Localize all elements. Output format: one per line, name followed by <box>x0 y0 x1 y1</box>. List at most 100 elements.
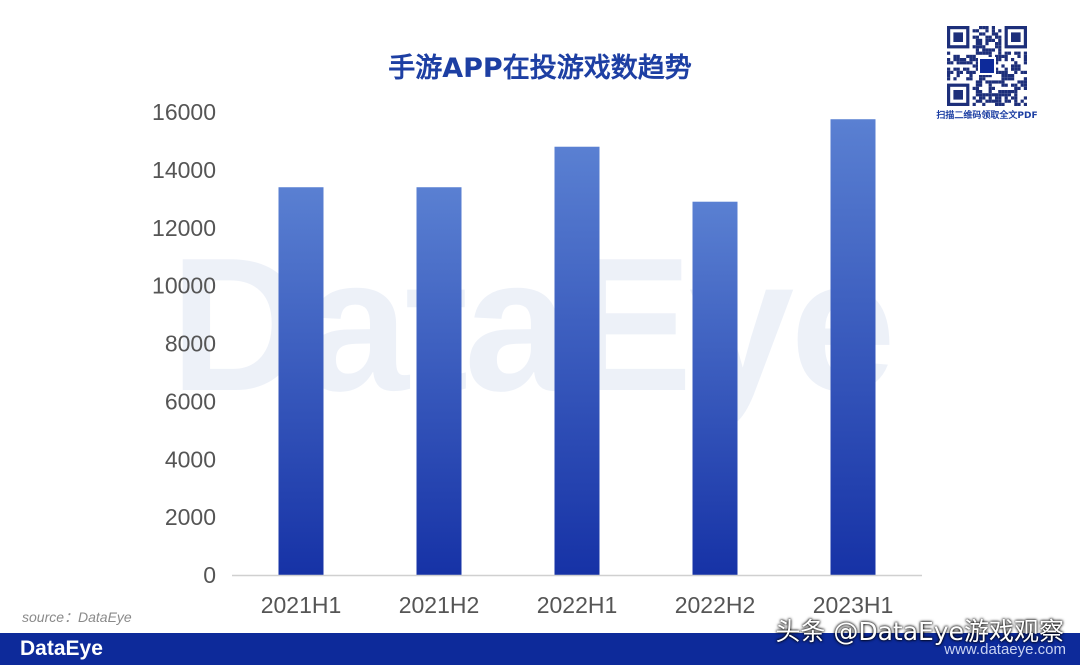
qr-module <box>979 99 983 103</box>
qr-module <box>1017 102 1021 106</box>
qr-module <box>995 96 999 100</box>
qr-module <box>995 99 999 103</box>
qr-module <box>1011 64 1015 68</box>
qr-module <box>959 70 963 74</box>
qr-module <box>979 32 983 36</box>
qr-module <box>991 48 995 52</box>
qr-module <box>1014 96 1018 100</box>
qr-module <box>995 35 999 39</box>
qr-module <box>985 26 989 30</box>
qr-module <box>998 96 1002 100</box>
qr-module <box>975 48 979 52</box>
qr-module <box>991 26 995 30</box>
qr-module <box>1004 74 1008 78</box>
qr-module <box>998 29 1002 33</box>
qr-code[interactable] <box>946 26 1028 106</box>
qr-module <box>969 70 973 74</box>
qr-module <box>956 54 960 58</box>
qr-module <box>1020 99 1024 103</box>
qr-module <box>982 93 986 97</box>
qr-module <box>979 83 983 87</box>
qr-module <box>1004 93 1008 97</box>
qr-module <box>950 61 954 65</box>
footer-url[interactable]: www.dataeye.com <box>944 641 1066 658</box>
qr-code-pattern <box>947 26 1027 106</box>
qr-module <box>947 74 951 78</box>
qr-module <box>963 61 967 65</box>
qr-module <box>1014 64 1018 68</box>
qr-module <box>1014 61 1018 65</box>
qr-module <box>988 86 992 90</box>
y-tick-label: 8000 <box>165 331 216 357</box>
qr-module <box>982 45 986 49</box>
qr-module <box>963 58 967 62</box>
qr-module <box>950 70 954 74</box>
qr-module <box>985 93 989 97</box>
chart-title: 手游APP在投游戏数趋势 <box>388 53 692 84</box>
qr-module <box>988 99 992 103</box>
qr-module <box>991 93 995 97</box>
qr-caption: 扫描二维码领取全文PDF <box>936 111 1038 121</box>
qr-module <box>985 29 989 33</box>
qr-module <box>982 96 986 100</box>
qr-finder <box>1011 32 1021 42</box>
qr-module <box>1011 67 1015 71</box>
qr-module <box>1004 96 1008 100</box>
qr-module <box>982 26 986 30</box>
qr-module <box>995 58 999 62</box>
qr-module <box>956 70 960 74</box>
qr-module <box>991 99 995 103</box>
qr-module <box>985 74 989 78</box>
qr-module <box>963 67 967 71</box>
y-tick-label: 4000 <box>165 446 216 472</box>
bar-2022H2 <box>692 201 738 576</box>
qr-module <box>972 54 976 58</box>
qr-module <box>1001 74 1005 78</box>
qr-module <box>995 70 999 74</box>
qr-module <box>953 77 957 81</box>
qr-module <box>998 58 1002 62</box>
qr-module <box>1001 54 1005 58</box>
qr-module <box>947 70 951 74</box>
qr-module <box>985 42 989 46</box>
qr-module <box>991 29 995 33</box>
qr-module <box>1017 51 1021 55</box>
qr-module <box>995 45 999 49</box>
qr-finder <box>953 90 963 100</box>
qr-module <box>966 61 970 65</box>
qr-module <box>975 90 979 94</box>
qr-module <box>1014 51 1018 55</box>
qr-module <box>995 61 999 65</box>
qr-module <box>988 48 992 52</box>
qr-module <box>985 35 989 39</box>
qr-module <box>956 67 960 71</box>
qr-module <box>982 77 986 81</box>
qr-module <box>975 61 979 65</box>
qr-module <box>1017 64 1021 68</box>
qr-module <box>1004 77 1008 81</box>
qr-module <box>1017 67 1021 71</box>
qr-module <box>1007 93 1011 97</box>
qr-module <box>979 74 983 78</box>
qr-module <box>953 67 957 71</box>
qr-module <box>1014 93 1018 97</box>
y-tick-label: 6000 <box>165 388 216 414</box>
x-tick-label: 2022H2 <box>675 592 756 618</box>
qr-module <box>991 80 995 84</box>
qr-module <box>998 35 1002 39</box>
qr-module <box>947 51 951 55</box>
qr-module <box>1011 74 1015 78</box>
y-tick-label: 0 <box>203 562 216 588</box>
qr-module <box>1011 96 1015 100</box>
qr-module <box>966 67 970 71</box>
qr-module <box>947 77 951 81</box>
qr-module <box>972 45 976 49</box>
qr-module <box>982 102 986 106</box>
qr-module <box>988 35 992 39</box>
qr-module <box>988 51 992 55</box>
qr-module <box>975 45 979 49</box>
qr-module <box>1020 70 1024 74</box>
qr-module <box>1011 58 1015 62</box>
qr-module <box>1011 90 1015 94</box>
qr-module <box>972 58 976 62</box>
